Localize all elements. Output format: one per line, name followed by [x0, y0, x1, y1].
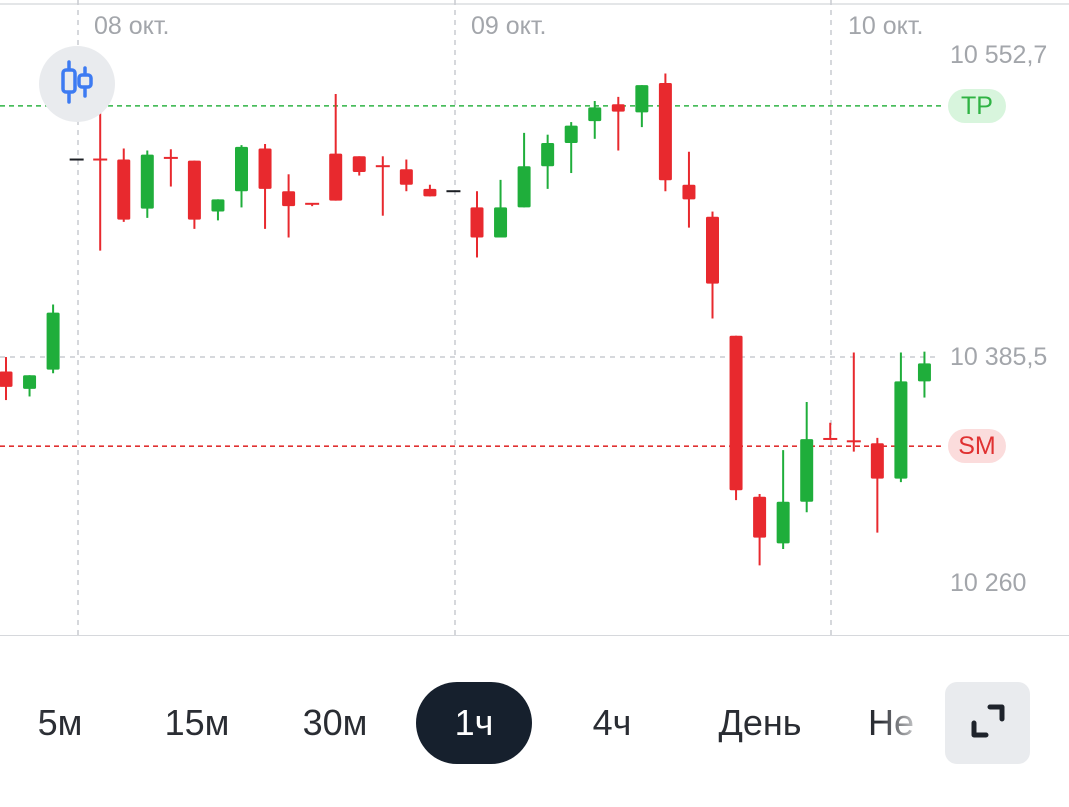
price-chart[interactable]: 08 окт. 09 окт. 10 окт. 10 552,7 10 385,… — [0, 0, 1069, 636]
candle — [211, 199, 225, 221]
candle-body — [399, 169, 413, 185]
candle-body — [0, 371, 13, 387]
candle-body — [140, 154, 154, 209]
timeframe-5m[interactable]: 5м — [37, 702, 83, 743]
candle-body — [46, 312, 60, 370]
candle — [375, 156, 390, 216]
candle — [0, 357, 13, 401]
stop-loss-badge: SM — [948, 429, 1006, 464]
candle-body — [564, 125, 578, 143]
x-tick-label: 09 окт. — [471, 12, 547, 40]
indicators-button[interactable] — [39, 46, 115, 122]
take-profit-badge: TP — [948, 88, 1006, 123]
chart-canvas — [0, 0, 1069, 636]
y-tick-label: 10 552,7 — [950, 41, 1048, 69]
candle-body — [800, 439, 814, 502]
candle — [517, 132, 531, 208]
candle — [352, 156, 366, 176]
candle — [658, 73, 672, 192]
candle-body — [870, 443, 884, 479]
candle-body — [258, 148, 272, 189]
candle-body — [117, 159, 131, 220]
candle-body — [187, 160, 201, 220]
candle — [611, 96, 625, 151]
candle — [282, 174, 296, 238]
candle-body — [588, 107, 602, 122]
y-tick-label: 10 385,5 — [950, 343, 1048, 371]
scroll-fade-left — [0, 680, 44, 770]
candle — [235, 145, 248, 208]
candle — [470, 191, 484, 258]
candle — [846, 352, 861, 452]
candle-body — [329, 153, 343, 201]
candle-body — [282, 191, 296, 207]
candle — [753, 494, 767, 566]
candle-body — [753, 496, 767, 538]
candle — [305, 202, 320, 207]
y-tick-label: 10 260 — [950, 569, 1027, 597]
timeframe-1h[interactable]: 1ч — [416, 682, 532, 764]
candle-body — [682, 184, 696, 200]
candle-body — [235, 146, 248, 192]
candle — [564, 122, 578, 174]
candle — [870, 437, 884, 533]
candlestick-indicator-icon — [57, 59, 97, 109]
candle-body — [517, 166, 531, 208]
candle — [329, 93, 343, 201]
candle-body — [494, 207, 508, 238]
scroll-fade-right — [880, 680, 936, 770]
candle — [682, 151, 696, 228]
candle-body — [729, 335, 743, 491]
candle-body — [23, 375, 37, 389]
candle-body — [352, 156, 366, 172]
candle-body — [706, 216, 719, 284]
candle — [894, 352, 908, 483]
candle-body — [635, 85, 649, 113]
candle — [117, 148, 131, 222]
candle — [163, 149, 178, 187]
candle-body — [611, 104, 625, 112]
x-tick-label: 08 окт. — [94, 12, 170, 40]
candle-body — [894, 381, 908, 479]
candle — [541, 134, 555, 189]
candle — [635, 85, 649, 128]
candle — [776, 450, 790, 549]
candle — [140, 150, 154, 218]
candle — [823, 422, 838, 440]
timeframe-15m[interactable]: 15м — [164, 702, 230, 743]
candle — [800, 402, 814, 513]
fullscreen-button[interactable] — [945, 682, 1030, 764]
candle-body — [541, 142, 555, 167]
candle-body — [211, 199, 225, 212]
candle — [729, 335, 743, 501]
candle — [399, 159, 413, 192]
timeframe-day[interactable]: День — [718, 702, 802, 743]
candle — [187, 160, 201, 229]
timeframe-4h[interactable]: 4ч — [592, 702, 632, 743]
expand-icon — [966, 699, 1010, 748]
candle — [423, 184, 437, 197]
candle — [917, 351, 931, 398]
candle — [258, 144, 272, 229]
timeframe-30m[interactable]: 30м — [302, 702, 368, 743]
candle — [494, 179, 508, 238]
candle — [706, 211, 719, 319]
candle — [46, 304, 60, 374]
candle-body — [658, 83, 672, 181]
candle-body — [776, 501, 790, 544]
candle-body — [423, 188, 437, 197]
candle — [588, 101, 602, 139]
candle-body — [917, 363, 931, 382]
candle — [23, 375, 37, 397]
candle-body — [470, 207, 484, 238]
x-tick-label: 10 окт. — [848, 12, 924, 40]
candle — [93, 113, 108, 251]
